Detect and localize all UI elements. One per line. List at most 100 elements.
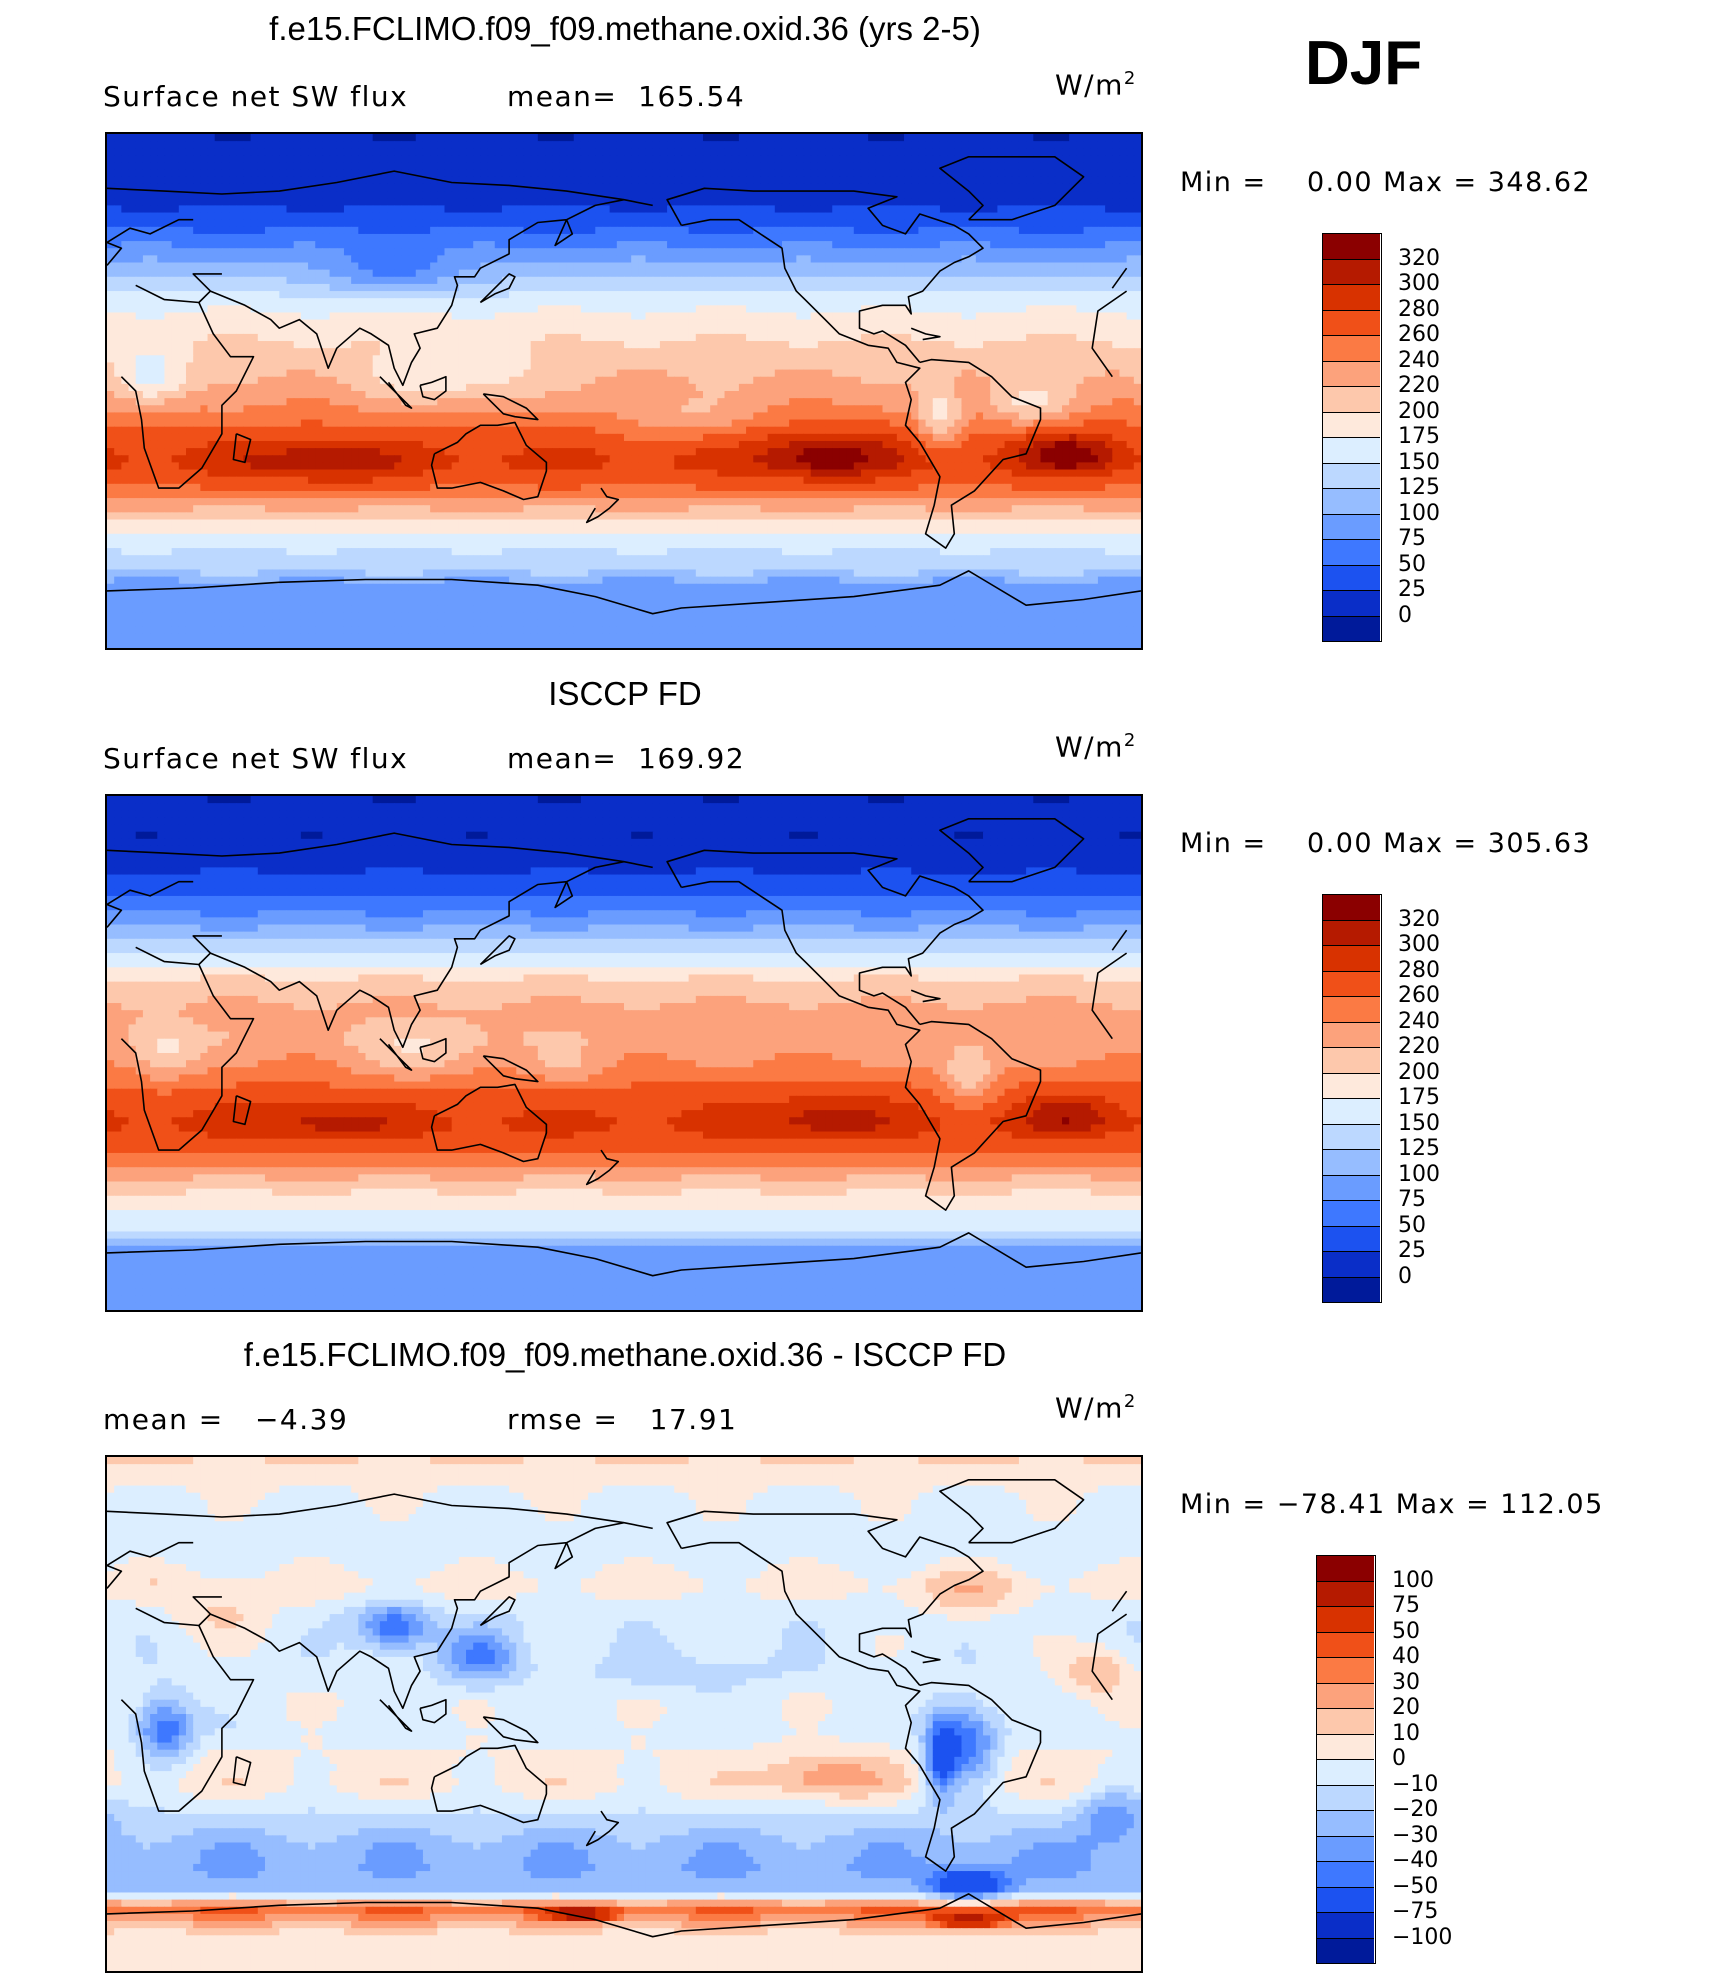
panel-3-units: W/m2 [1055, 1391, 1137, 1424]
colorbar-tick-label: 300 [1398, 273, 1440, 295]
colorbar-swatch [1322, 1098, 1380, 1124]
colorbar-swatch [1322, 258, 1380, 284]
colorbar-swatch [1316, 1886, 1374, 1912]
colorbar-tick-label: −100 [1392, 1926, 1452, 1949]
colorbar-swatch [1322, 1123, 1380, 1149]
colorbar-tick-label: −40 [1392, 1850, 1438, 1872]
panel-2-variable-label: Surface net SW flux [103, 742, 408, 775]
panel-1-map [105, 132, 1143, 650]
panel-2-mean-label: mean= 169.92 [507, 742, 745, 775]
colorbar-frame [1316, 1555, 1376, 1964]
colorbar-swatch [1322, 1072, 1380, 1098]
panel-2-title: ISCCP FD [105, 675, 1145, 713]
panel-1-units: W/m2 [1055, 68, 1137, 101]
colorbar-tick-label: 240 [1398, 349, 1440, 372]
colorbar-tick-label: 0 [1398, 1265, 1412, 1288]
colorbar-swatch [1316, 1810, 1374, 1836]
colorbar-swatch [1316, 1912, 1374, 1938]
colorbar-frame [1322, 894, 1382, 1303]
colorbar-tick-label: 125 [1398, 477, 1440, 499]
colorbar-tick-label: 30 [1392, 1671, 1420, 1694]
colorbar-swatch [1322, 539, 1380, 565]
colorbar-tick-label: 220 [1398, 1036, 1440, 1058]
colorbar-swatch [1322, 309, 1380, 335]
colorbar-tick-label: 50 [1392, 1620, 1420, 1643]
colorbar-tick-label: 20 [1392, 1697, 1420, 1719]
colorbar-swatch [1322, 1251, 1380, 1277]
colorbar-swatch [1316, 1759, 1374, 1785]
colorbar-tick-label: 200 [1398, 400, 1440, 423]
colorbar-tick-label: 200 [1398, 1061, 1440, 1084]
colorbar-swatch [1316, 1606, 1374, 1632]
colorbar-swatch [1316, 1937, 1374, 1963]
colorbar-swatch [1316, 1657, 1374, 1683]
colorbar-swatch [1316, 1682, 1374, 1708]
colorbar-swatch [1322, 1021, 1380, 1047]
colorbar-tick-label: 240 [1398, 1010, 1440, 1033]
colorbar-tick-label: 260 [1398, 324, 1440, 346]
panel-2-minmax: Min = 0.00 Max = 305.63 [1180, 828, 1591, 859]
colorbar-swatch [1322, 386, 1380, 412]
colorbar-swatch [1322, 615, 1380, 641]
colorbar-swatch [1316, 1835, 1374, 1861]
panel-3-field [107, 1457, 1141, 1971]
panel-3-title: f.e15.FCLIMO.f09_f09.methane.oxid.36 - I… [105, 1336, 1145, 1374]
panel-1-mean-label: mean= 165.54 [507, 80, 745, 113]
field-cells [107, 796, 1141, 1310]
colorbar-tick-label: 0 [1398, 604, 1412, 627]
colorbar-tick-label: 320 [1398, 908, 1440, 931]
colorbar-swatch [1322, 1174, 1380, 1200]
colorbar-tick-label: −75 [1392, 1901, 1438, 1923]
colorbar-swatch [1322, 996, 1380, 1022]
panel-3-mean-label: mean = −4.39 [103, 1403, 348, 1436]
panel-3-map [105, 1455, 1143, 1973]
panel-3-minmax: Min = −78.41 Max = 112.05 [1180, 1489, 1604, 1520]
colorbar-swatch [1322, 1149, 1380, 1175]
colorbar-frame [1322, 233, 1382, 642]
colorbar-swatch [1322, 462, 1380, 488]
colorbar-swatch [1322, 590, 1380, 616]
colorbar-tick-label: 150 [1398, 1112, 1440, 1135]
colorbar-tick-label: 50 [1398, 553, 1426, 576]
colorbar-tick-label: 280 [1398, 298, 1440, 321]
colorbar-tick-label: 320 [1398, 247, 1440, 270]
colorbar-tick-label: 75 [1398, 528, 1426, 550]
panel-1-title: f.e15.FCLIMO.f09_f09.methane.oxid.36 (yr… [105, 10, 1145, 48]
colorbar-swatch [1316, 1631, 1374, 1657]
colorbar-swatch [1316, 1861, 1374, 1887]
colorbar-swatch [1316, 1733, 1374, 1759]
colorbar-tick-label: 100 [1398, 502, 1440, 525]
coastline [107, 1478, 1141, 1938]
colorbar-tick-label: 100 [1398, 1163, 1440, 1186]
colorbar-tick-label: 75 [1392, 1595, 1420, 1617]
colorbar-tick-label: 125 [1398, 1138, 1440, 1160]
panel-2-field [107, 796, 1141, 1310]
colorbar-tick-label: −30 [1392, 1824, 1438, 1847]
field-cells [107, 134, 1141, 648]
season-label: DJF [1305, 28, 1422, 99]
colorbar-tick-label: 300 [1398, 934, 1440, 956]
coastline [107, 817, 1141, 1277]
panel-3-rmse-label: rmse = 17.91 [507, 1403, 737, 1436]
colorbar-tick-label: 100 [1392, 1569, 1434, 1592]
panel-2-map [105, 794, 1143, 1312]
panel-1-minmax: Min = 0.00 Max = 348.62 [1180, 167, 1591, 198]
colorbar-swatch [1322, 1047, 1380, 1073]
colorbar-swatch [1322, 437, 1380, 463]
colorbar-swatch [1316, 1580, 1374, 1606]
colorbar-tick-label: 40 [1392, 1646, 1420, 1668]
colorbar-swatch [1322, 411, 1380, 437]
panel-1-variable-label: Surface net SW flux [103, 80, 408, 113]
colorbar-swatch [1322, 488, 1380, 514]
colorbar-tick-label: 75 [1398, 1189, 1426, 1211]
colorbar-tick-label: 175 [1398, 1087, 1440, 1109]
panel-1-field [107, 134, 1141, 648]
colorbar-swatch [1322, 945, 1380, 971]
colorbar-tick-label: 25 [1398, 579, 1426, 601]
colorbar-tick-label: −10 [1392, 1773, 1438, 1796]
colorbar-tick-label: 50 [1398, 1214, 1426, 1237]
colorbar-swatch [1316, 1708, 1374, 1734]
colorbar-tick-label: 175 [1398, 426, 1440, 448]
colorbar-tick-label: 260 [1398, 985, 1440, 1007]
panel-2-units: W/m2 [1055, 730, 1137, 763]
